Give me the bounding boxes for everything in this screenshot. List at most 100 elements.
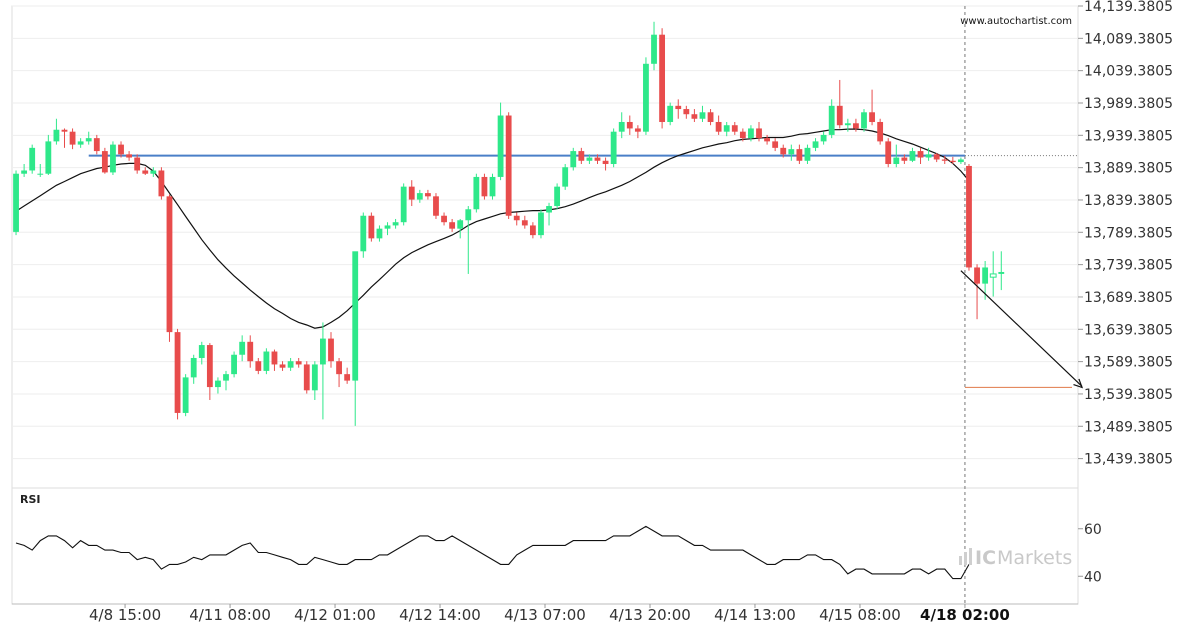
candle-body — [77, 141, 84, 145]
candle-body — [13, 173, 19, 232]
candle — [311, 361, 318, 401]
rsi-label: RSI — [20, 493, 41, 506]
candle — [263, 348, 270, 375]
candle — [917, 147, 924, 165]
candle — [126, 151, 133, 161]
candle — [941, 155, 948, 165]
candle-body — [69, 131, 76, 145]
candle — [933, 153, 940, 163]
candle-body — [901, 157, 908, 161]
candle-body — [610, 131, 617, 165]
x-tick-label: 4/8 15:00 — [89, 606, 161, 624]
candle-body — [158, 170, 165, 197]
watermark: www.autochartist.com — [960, 16, 1072, 27]
candle — [424, 189, 431, 200]
candle-body — [675, 105, 682, 110]
y-tick-label: 14,089.3805 — [1084, 31, 1173, 47]
candle — [764, 134, 770, 145]
candle-body — [659, 34, 666, 122]
candle — [957, 157, 964, 165]
candle-body — [812, 141, 819, 148]
candle-body — [497, 115, 504, 177]
candle-body — [336, 361, 342, 375]
candle-body — [602, 160, 609, 165]
candle — [166, 194, 173, 342]
rsi-line — [15, 525, 970, 580]
candle-body — [699, 112, 706, 119]
candle-body — [861, 112, 867, 129]
candle — [989, 251, 997, 297]
candle — [190, 354, 197, 384]
candle-body — [231, 354, 237, 375]
y-tick-label: 14,139.3805 — [1084, 0, 1173, 15]
candle — [150, 167, 157, 177]
candle-body — [974, 267, 980, 284]
candle-body — [505, 115, 512, 216]
candle-body — [780, 147, 787, 155]
candle-body — [941, 159, 948, 161]
candle — [739, 128, 746, 142]
candle-body — [513, 215, 520, 221]
candle — [651, 21, 657, 71]
candle — [772, 138, 779, 152]
candle-body — [416, 193, 423, 200]
plot-area — [11, 5, 1079, 605]
candle-body — [465, 209, 472, 221]
candle — [796, 144, 803, 165]
candle — [53, 118, 60, 145]
candle-body — [989, 273, 997, 278]
candle-body — [756, 128, 762, 139]
candle — [618, 112, 625, 139]
candle — [667, 102, 674, 126]
candle-body — [247, 341, 254, 362]
candle — [861, 109, 867, 132]
candle-body — [836, 105, 843, 126]
candle-body — [788, 149, 795, 155]
candle — [441, 212, 447, 226]
candle-body — [893, 157, 900, 165]
candle — [320, 322, 326, 420]
y-tick-label: 13,939.3805 — [1084, 128, 1173, 144]
candle — [198, 341, 205, 365]
candle — [828, 99, 835, 139]
candle-body — [206, 345, 213, 388]
candle — [384, 222, 391, 236]
candle — [85, 131, 92, 145]
candle — [715, 115, 722, 135]
y-tick-label: 13,539.3805 — [1084, 387, 1173, 403]
y-tick-label: 13,789.3805 — [1084, 225, 1173, 241]
candle-body — [134, 157, 141, 171]
candle-body — [521, 220, 528, 226]
candle — [215, 377, 221, 394]
candle — [529, 222, 536, 239]
candle-body — [424, 193, 431, 197]
candle-body — [651, 34, 657, 64]
candle-body — [917, 151, 924, 158]
candle-body — [344, 374, 351, 381]
candle-body — [489, 176, 496, 197]
candle-body — [223, 374, 229, 381]
candle — [134, 154, 141, 174]
candle-body — [731, 125, 738, 132]
candle-body — [966, 165, 972, 268]
candle — [659, 28, 666, 129]
y-tick-label: 13,689.3805 — [1084, 290, 1173, 306]
candle-body — [384, 225, 391, 229]
candle-body — [949, 160, 956, 163]
x-tick-label: 4/18 02:00 — [920, 606, 1010, 624]
candle-body — [796, 149, 803, 161]
candle — [457, 218, 464, 239]
candle — [255, 357, 262, 375]
candle — [287, 357, 294, 371]
brand-prefix: IC — [975, 547, 996, 569]
candle — [877, 118, 884, 145]
candle — [570, 147, 577, 171]
candle — [206, 343, 213, 401]
candle-body — [433, 196, 439, 216]
candle-body — [885, 141, 892, 165]
candle-body — [239, 341, 246, 355]
candle-body — [562, 167, 569, 187]
candle-body — [61, 129, 68, 132]
candle-body — [634, 128, 641, 132]
candle — [804, 144, 811, 165]
